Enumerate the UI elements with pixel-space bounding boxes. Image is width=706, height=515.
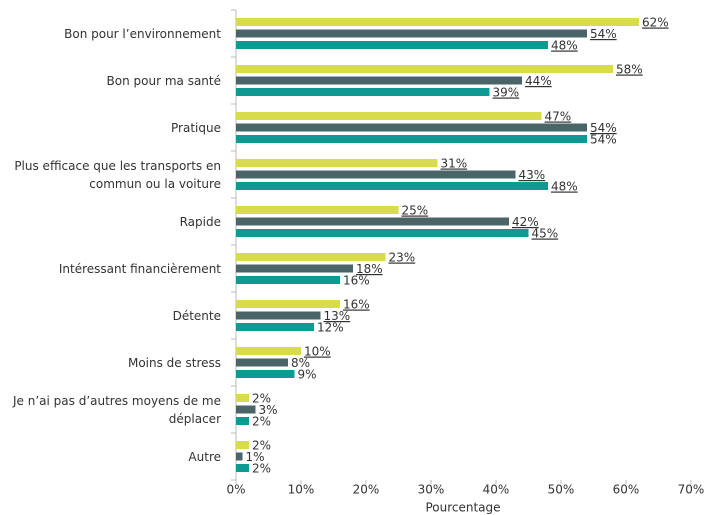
bar xyxy=(236,112,542,120)
data-label: 48% xyxy=(551,180,578,194)
y-tick-label: Plus efficace que les transports en comm… xyxy=(14,158,221,191)
bar xyxy=(236,347,301,355)
data-label: 2% xyxy=(252,415,271,429)
bar xyxy=(236,464,249,472)
data-label: 2% xyxy=(252,439,271,453)
data-label: 8% xyxy=(291,356,310,370)
bar xyxy=(236,206,399,214)
data-label: 48% xyxy=(551,39,578,53)
x-tick-label: 0% xyxy=(226,483,245,497)
x-tick-label: 70% xyxy=(678,483,705,497)
bar xyxy=(236,441,249,449)
data-label: 9% xyxy=(298,368,317,382)
x-axis-title: Pourcentage xyxy=(425,501,500,515)
bar xyxy=(236,18,639,26)
data-label: 10% xyxy=(304,345,331,359)
data-label: 1% xyxy=(246,450,265,464)
data-label: 54% xyxy=(590,121,617,135)
data-label: 43% xyxy=(519,168,546,182)
bar xyxy=(236,229,529,237)
bar xyxy=(236,452,243,461)
bar xyxy=(236,300,340,308)
x-tick-label: 20% xyxy=(353,483,380,497)
bar xyxy=(236,123,587,132)
bar xyxy=(236,135,587,143)
bar xyxy=(236,358,288,367)
y-tick-label: Rapide xyxy=(179,214,221,229)
data-label: 2% xyxy=(252,462,271,476)
x-tick-label: 50% xyxy=(548,483,575,497)
x-tick-label: 40% xyxy=(483,483,510,497)
data-label: 12% xyxy=(317,321,344,335)
data-label: 54% xyxy=(590,133,617,147)
data-label: 31% xyxy=(441,157,468,171)
x-tick-label: 10% xyxy=(288,483,315,497)
bar xyxy=(236,170,516,179)
bar xyxy=(236,276,340,284)
bar xyxy=(236,253,386,261)
data-label: 13% xyxy=(324,309,351,323)
bar xyxy=(236,182,548,190)
bar xyxy=(236,65,613,73)
data-label: 44% xyxy=(525,74,552,88)
y-tick-label: Bon pour l’environnement xyxy=(64,26,221,41)
data-label: 16% xyxy=(343,274,370,288)
bar xyxy=(236,394,249,402)
bar xyxy=(236,88,490,96)
x-tick-label: 30% xyxy=(418,483,445,497)
bar xyxy=(236,217,509,226)
data-label: 18% xyxy=(356,262,383,276)
y-tick-label: Intéressant financièrement xyxy=(58,261,221,276)
data-label: 47% xyxy=(545,110,572,124)
y-tick-label: Autre xyxy=(188,449,221,464)
data-label: 2% xyxy=(252,392,271,406)
data-label: 25% xyxy=(402,204,429,218)
bar xyxy=(236,264,353,273)
data-label: 62% xyxy=(642,16,669,30)
x-tick-label: 60% xyxy=(613,483,640,497)
data-label: 45% xyxy=(532,227,559,241)
y-tick-label: Moins de stress xyxy=(127,355,221,370)
bar xyxy=(236,405,256,414)
bar xyxy=(236,323,314,331)
data-label: 23% xyxy=(389,251,416,265)
bar xyxy=(236,311,321,320)
y-tick-label: Bon pour ma santé xyxy=(106,73,221,88)
y-tick-label: Je n’ai pas d’autres moyens de me déplac… xyxy=(13,393,221,426)
bar xyxy=(236,41,548,49)
bar xyxy=(236,76,522,85)
data-label: 16% xyxy=(343,298,370,312)
data-label: 58% xyxy=(616,63,643,77)
data-label: 39% xyxy=(493,86,520,100)
bar xyxy=(236,417,249,425)
bar xyxy=(236,29,587,38)
data-label: 3% xyxy=(259,403,278,417)
data-label: 42% xyxy=(512,215,539,229)
y-tick-label: Détente xyxy=(172,308,221,323)
data-label: 54% xyxy=(590,27,617,41)
bar xyxy=(236,370,295,378)
y-tick-label: Pratique xyxy=(171,120,221,135)
bar xyxy=(236,159,438,167)
